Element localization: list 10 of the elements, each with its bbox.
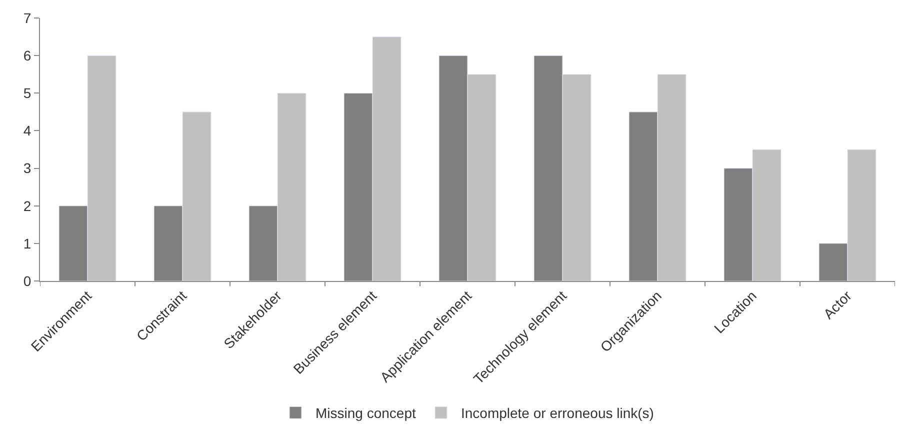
y-tick-label: 7 (23, 10, 32, 26)
y-tick-label: 1 (23, 235, 32, 252)
y-tick-label: 6 (23, 47, 32, 64)
y-tick-label: 4 (23, 122, 32, 139)
y-tick-label: 5 (23, 85, 32, 102)
legend-label: Incomplete or erroneous link(s) (460, 405, 654, 422)
y-tick-label: 2 (23, 198, 32, 214)
y-tick-label: 0 (23, 272, 32, 289)
legend-label: Missing concept (316, 405, 416, 422)
y-tick-label: 3 (23, 160, 32, 176)
